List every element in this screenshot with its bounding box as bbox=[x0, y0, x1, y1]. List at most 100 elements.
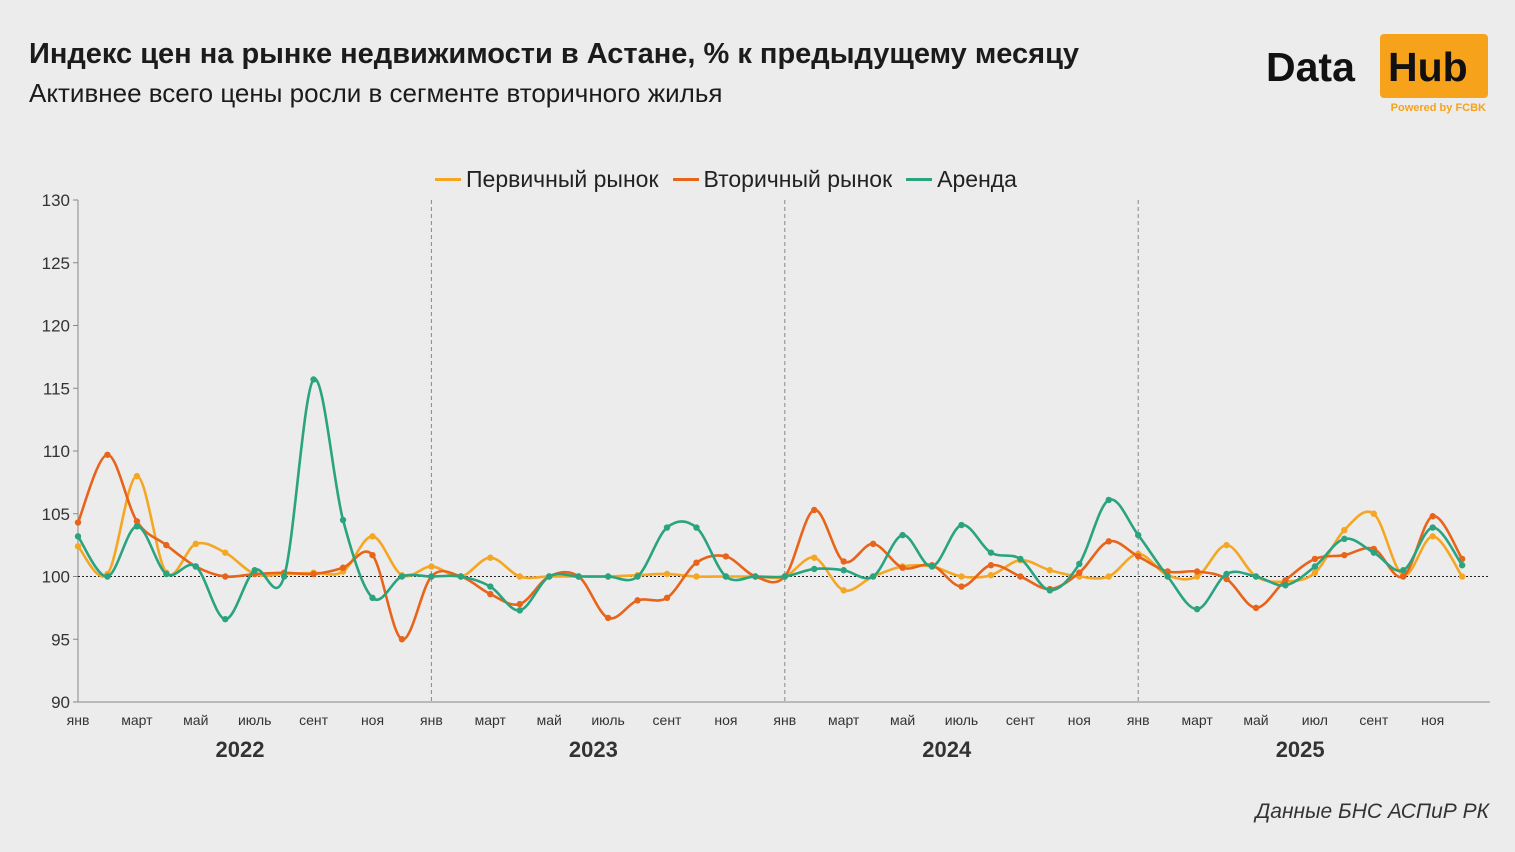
series-rent-point bbox=[399, 573, 405, 579]
series-rent-point bbox=[1047, 587, 1053, 593]
series-secondary-market-point bbox=[104, 452, 110, 458]
series-rent-point bbox=[899, 532, 905, 538]
series-secondary-market-point bbox=[487, 591, 493, 597]
series-rent-point bbox=[369, 595, 375, 601]
series-rent-point bbox=[1430, 524, 1436, 530]
series-primary-market-point bbox=[664, 571, 670, 577]
series-rent-point bbox=[1282, 582, 1288, 588]
series-rent-point bbox=[811, 566, 817, 572]
series-secondary-market-point bbox=[958, 583, 964, 589]
x-tick-label: ноя bbox=[714, 712, 737, 728]
x-tick-label: ноя bbox=[361, 712, 384, 728]
series-rent-point bbox=[723, 573, 729, 579]
series-rent-point bbox=[340, 517, 346, 523]
series-rent-point bbox=[163, 571, 169, 577]
x-tick-label: янв bbox=[67, 712, 90, 728]
series-rent-point bbox=[310, 376, 316, 382]
series-secondary-market-point bbox=[1135, 553, 1141, 559]
series-rent-point bbox=[752, 573, 758, 579]
series-rent-point bbox=[1223, 571, 1229, 577]
series-secondary-market-line bbox=[78, 455, 1462, 640]
data-source-note: Данные БНС АСПиР РК bbox=[1256, 800, 1490, 824]
series-rent-point bbox=[782, 573, 788, 579]
series-rent-point bbox=[428, 573, 434, 579]
series-secondary-market-point bbox=[664, 595, 670, 601]
series-primary-market-point bbox=[1371, 511, 1377, 517]
series-secondary-market-point bbox=[340, 565, 346, 571]
series-rent-point bbox=[252, 567, 258, 573]
series-primary-market-point bbox=[811, 554, 817, 560]
series-secondary-market-point bbox=[1430, 513, 1436, 519]
series-rent-point bbox=[870, 573, 876, 579]
series-primary-market-point bbox=[1106, 573, 1112, 579]
y-tick-label: 120 bbox=[42, 317, 70, 336]
series-rent-point bbox=[605, 573, 611, 579]
series-secondary-market-point bbox=[1312, 556, 1318, 562]
x-tick-label: ноя bbox=[1068, 712, 1091, 728]
year-label: 2023 bbox=[569, 737, 618, 762]
x-tick-label: сент bbox=[1359, 712, 1389, 728]
year-label: 2022 bbox=[215, 737, 264, 762]
series-primary-market-point bbox=[1223, 542, 1229, 548]
series-rent-point bbox=[988, 549, 994, 555]
x-tick-label: март bbox=[828, 712, 860, 728]
series-secondary-market-point bbox=[310, 571, 316, 577]
y-tick-label: 105 bbox=[42, 505, 70, 524]
series-secondary-market-point bbox=[517, 601, 523, 607]
series-rent-point bbox=[487, 583, 493, 589]
series-rent-point bbox=[193, 563, 199, 569]
series-rent-point bbox=[1400, 567, 1406, 573]
series-rent-point bbox=[841, 567, 847, 573]
series-primary-market-point bbox=[193, 541, 199, 547]
series-primary-market-point bbox=[841, 587, 847, 593]
series-rent-point bbox=[1341, 536, 1347, 542]
series-rent-point bbox=[958, 522, 964, 528]
series-rent-point bbox=[1106, 497, 1112, 503]
series-primary-market-point bbox=[517, 573, 523, 579]
year-label: 2025 bbox=[1276, 737, 1325, 762]
series-rent-point bbox=[693, 524, 699, 530]
y-tick-label: 110 bbox=[43, 442, 70, 461]
year-label: 2024 bbox=[922, 737, 972, 762]
series-secondary-market-point bbox=[1076, 570, 1082, 576]
series-secondary-market-point bbox=[1341, 552, 1347, 558]
x-tick-label: ноя bbox=[1421, 712, 1444, 728]
series-secondary-market-point bbox=[1194, 568, 1200, 574]
y-tick-label: 90 bbox=[51, 693, 70, 712]
series-rent-point bbox=[575, 573, 581, 579]
series-primary-market-point bbox=[134, 473, 140, 479]
series-rent-point bbox=[134, 523, 140, 529]
x-tick-label: март bbox=[121, 712, 153, 728]
series-secondary-market-point bbox=[841, 558, 847, 564]
series-rent-point bbox=[458, 573, 464, 579]
series-rent-point bbox=[1164, 573, 1170, 579]
series-rent-point bbox=[1371, 549, 1377, 555]
x-tick-label: март bbox=[475, 712, 507, 728]
series-primary-market-point bbox=[693, 573, 699, 579]
series-primary-market-point bbox=[1430, 533, 1436, 539]
x-tick-label: сент bbox=[653, 712, 683, 728]
y-tick-label: 130 bbox=[42, 191, 70, 210]
series-secondary-market-point bbox=[899, 565, 905, 571]
x-tick-label: июль bbox=[945, 712, 978, 728]
series-primary-market-point bbox=[958, 573, 964, 579]
series-secondary-market-point bbox=[1017, 573, 1023, 579]
x-tick-label: июль bbox=[238, 712, 271, 728]
series-primary-market-point bbox=[988, 572, 994, 578]
x-tick-label: янв bbox=[1127, 712, 1150, 728]
series-primary-market-point bbox=[75, 543, 81, 549]
series-secondary-market-point bbox=[870, 541, 876, 547]
y-tick-label: 115 bbox=[43, 379, 70, 398]
series-primary-market-point bbox=[1341, 527, 1347, 533]
series-primary-market-point bbox=[222, 549, 228, 555]
x-tick-label: сент bbox=[1006, 712, 1036, 728]
series-secondary-market-point bbox=[1400, 573, 1406, 579]
series-rent-point bbox=[517, 607, 523, 613]
x-tick-label: март bbox=[1181, 712, 1213, 728]
series-secondary-market-point bbox=[693, 559, 699, 565]
series-primary-market-point bbox=[1047, 567, 1053, 573]
x-tick-label: янв bbox=[773, 712, 796, 728]
x-tick-label: янв bbox=[420, 712, 443, 728]
series-rent-point bbox=[281, 573, 287, 579]
x-tick-label: май bbox=[1243, 712, 1268, 728]
